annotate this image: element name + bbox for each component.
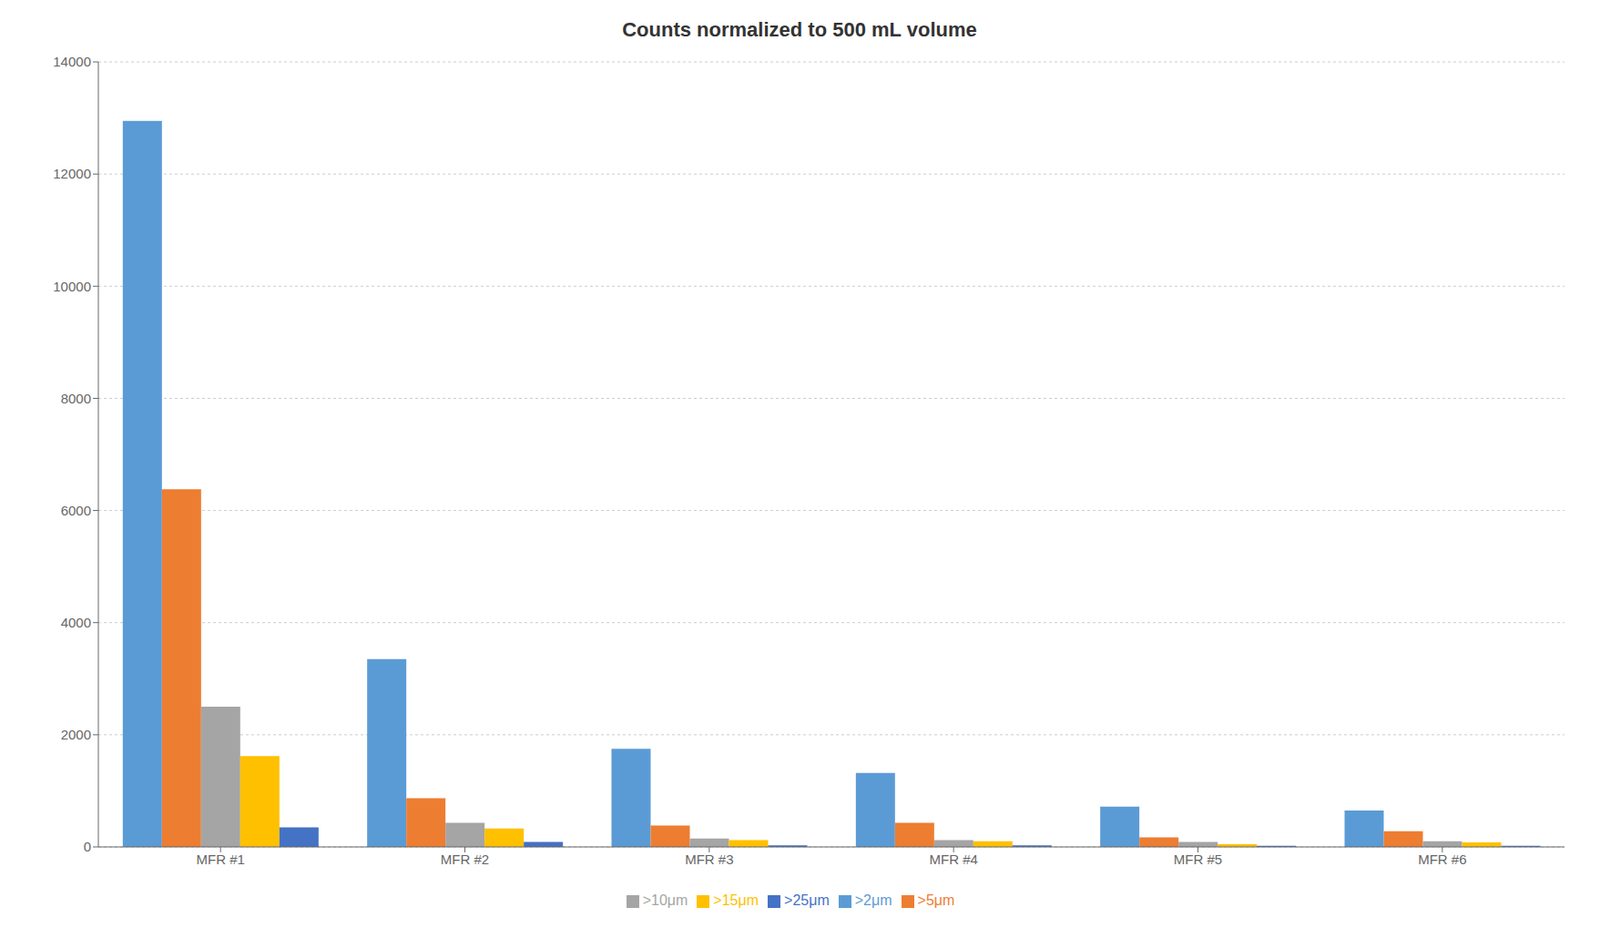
html-text:Counts normalized to 500 mL vo: Counts normalized to 500 mL volume <box>622 18 977 41</box>
svg-text:MFR #1: MFR #1 <box>195 851 245 867</box>
svg-text:14000: 14000 <box>52 53 92 70</box>
svg-text:10000: 10000 <box>52 278 92 295</box>
html-text:>25μm: >25μm <box>784 892 830 908</box>
html-text:>15μm: >15μm <box>713 892 759 908</box>
svg-text:MFR #4: MFR #4 <box>928 851 978 867</box>
svg-text:2000: 2000 <box>61 726 92 743</box>
svg-text:12000: 12000 <box>52 165 92 182</box>
svg-text:MFR #2: MFR #2 <box>440 851 490 867</box>
svg-text:MFR #6: MFR #6 <box>1417 851 1467 867</box>
svg-text:MFR #3: MFR #3 <box>684 851 734 867</box>
html-text:>5μm: >5μm <box>917 892 955 908</box>
svg-text:MFR #5: MFR #5 <box>1173 851 1223 867</box>
svg-text:4000: 4000 <box>61 614 92 631</box>
html-text:>2μm: >2μm <box>854 892 892 908</box>
html-text:>10μm: >10μm <box>642 892 688 908</box>
svg-text:6000: 6000 <box>61 502 92 519</box>
svg-text:0: 0 <box>83 838 92 855</box>
svg-text:8000: 8000 <box>61 390 92 407</box>
